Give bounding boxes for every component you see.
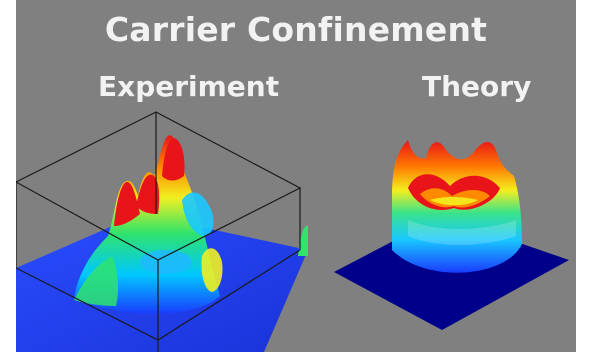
experiment-back-ridge <box>182 192 214 236</box>
figure-title: Carrier Confinement <box>104 10 488 49</box>
figure-panel: Carrier Confinement Experiment Theory <box>16 0 576 352</box>
theory-plot <box>334 140 569 330</box>
experiment-left-ridge <box>74 256 119 306</box>
theory-label: Theory <box>422 70 532 103</box>
experiment-bounding-box <box>16 111 302 352</box>
experiment-label: Experiment <box>98 70 280 103</box>
experiment-peak-tall <box>162 138 185 181</box>
experiment-peak-left <box>114 181 140 226</box>
experiment-front-bump <box>201 248 223 292</box>
experiment-plot <box>16 111 308 352</box>
theory-inner-floor <box>430 197 478 206</box>
theory-front-highlight <box>408 220 516 245</box>
experiment-center-dip <box>140 250 192 274</box>
experiment-peak-middle <box>136 174 160 214</box>
surface-plots <box>16 111 569 352</box>
